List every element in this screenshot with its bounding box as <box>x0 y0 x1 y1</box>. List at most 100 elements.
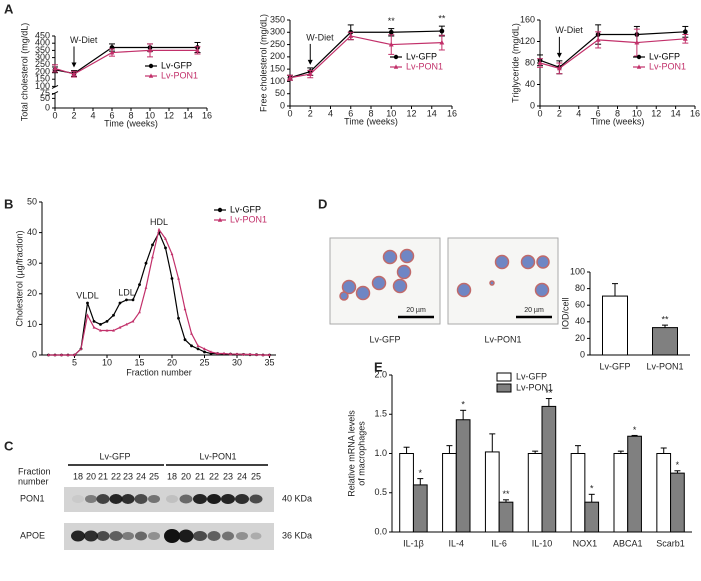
significance: ** <box>502 489 510 499</box>
significance: * <box>590 484 594 494</box>
fraction-number: 25 <box>149 471 159 481</box>
marker <box>537 60 543 65</box>
marker <box>86 313 89 317</box>
marker <box>595 37 601 42</box>
x-axis-label: Fraction number <box>126 367 192 377</box>
group-label: Lv-PON1 <box>199 451 236 461</box>
y-tick-label: 150 <box>270 64 285 74</box>
y-tick-label: 350 <box>35 45 50 55</box>
y-tick-label: 100 <box>270 76 285 86</box>
marker <box>439 39 445 45</box>
y-tick-label: 250 <box>270 39 285 49</box>
band <box>84 530 98 542</box>
bar <box>656 453 672 533</box>
cell <box>382 249 398 265</box>
annotation: W-Diet <box>70 35 98 45</box>
bar <box>527 453 543 533</box>
marker <box>636 64 642 69</box>
marker <box>222 351 226 355</box>
band <box>207 494 221 504</box>
legend-label: Lv-GFP <box>516 371 547 381</box>
x-tick-label: 0 <box>52 110 57 120</box>
cell <box>494 254 510 270</box>
band <box>249 494 263 504</box>
y-tick-label: 20 <box>27 288 37 298</box>
y-tick-label: 450 <box>35 30 50 40</box>
marker <box>125 298 128 302</box>
marker <box>682 35 688 41</box>
x-tick-label: 16 <box>202 110 212 120</box>
marker <box>393 64 399 69</box>
band <box>166 495 178 503</box>
band <box>178 529 194 543</box>
x-tick-label: 6 <box>348 108 353 118</box>
annotation: ** <box>438 14 446 24</box>
marker <box>71 71 77 77</box>
marker <box>287 74 293 80</box>
size-label: 40 KDa <box>282 493 312 503</box>
band <box>109 494 123 504</box>
annotation-arrowhead <box>556 52 562 58</box>
band <box>134 494 148 504</box>
cell <box>392 278 408 294</box>
annotation-arrowhead <box>71 62 77 68</box>
bar <box>455 419 471 533</box>
y-tick-label: 160 <box>520 14 535 24</box>
marker <box>92 325 96 329</box>
marker <box>196 344 200 347</box>
bar <box>670 472 685 533</box>
y-tick-label: 40 <box>575 316 585 326</box>
x-tick-label: ABCA1 <box>613 538 643 548</box>
marker <box>195 47 200 53</box>
marker <box>190 344 193 348</box>
band <box>96 494 110 504</box>
y-axis-label: IOD/cell <box>560 297 570 329</box>
x-tick-label: 5 <box>72 357 77 367</box>
marker <box>131 319 135 323</box>
marker <box>112 328 115 332</box>
bar <box>602 295 628 356</box>
y-tick-label: 50 <box>40 93 50 103</box>
marker <box>47 353 50 357</box>
x-tick-label: 14 <box>427 108 437 118</box>
y-tick-label: 80 <box>525 57 535 67</box>
legend-label: Lv-PON1 <box>516 382 553 392</box>
significance: ** <box>661 314 669 324</box>
marker <box>183 307 187 311</box>
scale-bar-label: 20 µm <box>406 307 426 314</box>
marker <box>148 63 154 69</box>
fraction-number: 22 <box>209 471 219 481</box>
bar <box>399 453 414 533</box>
legend-swatch <box>496 383 512 393</box>
marker <box>177 316 180 320</box>
bar <box>541 405 557 533</box>
cell <box>536 255 550 269</box>
y-tick-label: 300 <box>35 52 50 62</box>
y-tick-label: 20 <box>575 333 585 343</box>
cell <box>355 285 371 301</box>
x-tick-label: 8 <box>128 110 133 120</box>
marker <box>170 277 174 280</box>
fraction-number: 23 <box>123 471 133 481</box>
micrograph-label: Lv-PON1 <box>484 334 521 344</box>
legend-label: Lv-PON1 <box>161 70 198 80</box>
x-tick-label: 2 <box>71 110 76 120</box>
marker <box>248 352 252 356</box>
cell <box>456 282 472 298</box>
x-tick-label: IL-6 <box>491 538 507 548</box>
band <box>148 495 160 503</box>
x-tick-label: 25 <box>199 357 209 367</box>
fraction-number: 20 <box>86 471 96 481</box>
size-label: 36 KDa <box>282 530 312 540</box>
marker <box>255 353 258 356</box>
marker <box>151 243 154 247</box>
marker <box>636 54 642 60</box>
marker <box>151 255 154 259</box>
x-tick-label: 30 <box>232 357 242 367</box>
band <box>122 532 134 540</box>
y-tick-label: 75 <box>40 88 50 98</box>
annotation: W-Diet <box>306 32 334 42</box>
x-tick-label: Lv-PON1 <box>646 361 683 371</box>
marker <box>242 352 245 356</box>
marker <box>388 29 394 35</box>
